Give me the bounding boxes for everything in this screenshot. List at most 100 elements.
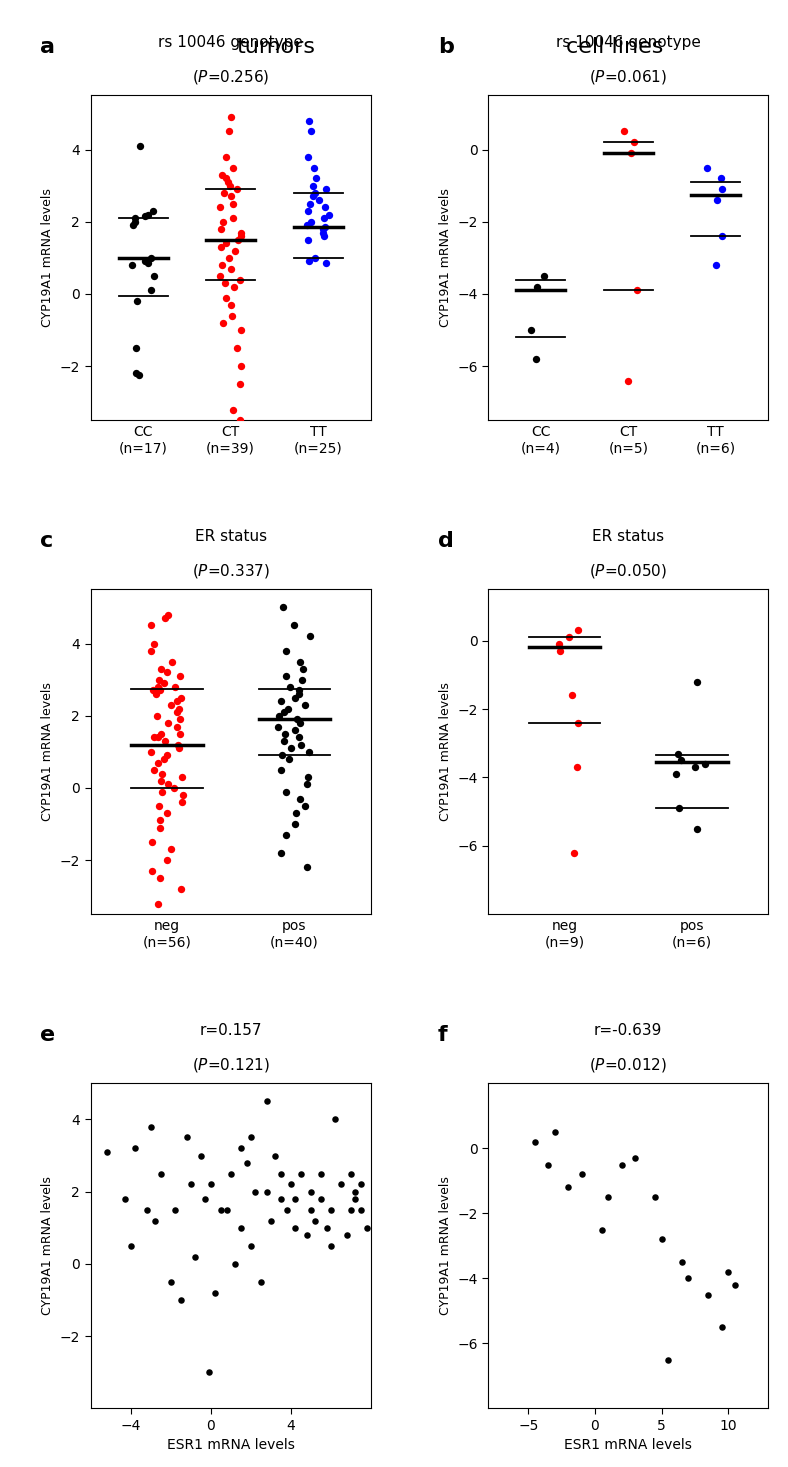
Point	[240, 1152, 253, 1175]
Point	[221, 170, 234, 194]
Point	[715, 167, 727, 191]
Point	[214, 195, 227, 219]
Point	[229, 1253, 241, 1276]
Point	[225, 185, 237, 208]
Point	[625, 141, 637, 164]
Y-axis label: CYP19A1 mRNA levels: CYP19A1 mRNA levels	[439, 682, 452, 822]
Point	[204, 1172, 217, 1196]
Point	[296, 667, 308, 691]
Point	[294, 650, 307, 673]
Text: r=-0.639: r=-0.639	[594, 1022, 663, 1037]
Point	[702, 1282, 715, 1306]
Point	[289, 813, 302, 836]
Point	[280, 823, 292, 846]
Point	[223, 120, 236, 144]
Point	[273, 704, 285, 728]
Text: a: a	[40, 37, 55, 57]
Point	[214, 217, 227, 241]
Point	[151, 704, 163, 728]
Point	[305, 120, 318, 144]
Point	[174, 665, 187, 688]
Point	[530, 274, 543, 298]
Point	[344, 1199, 357, 1222]
Point	[622, 368, 634, 392]
Point	[729, 1273, 742, 1297]
Text: ER status: ER status	[195, 528, 266, 544]
Point	[145, 640, 158, 663]
Point	[318, 224, 331, 248]
Point	[618, 120, 630, 144]
Point	[334, 1172, 347, 1196]
Point	[348, 1179, 361, 1203]
Point	[294, 734, 307, 757]
Point	[284, 675, 296, 698]
Point	[602, 1185, 615, 1209]
Point	[155, 761, 168, 785]
Point	[225, 304, 238, 327]
Point	[154, 867, 166, 890]
Point	[127, 214, 139, 238]
Point	[100, 1140, 113, 1163]
Text: e: e	[40, 1025, 55, 1045]
Point	[530, 348, 543, 371]
Point	[716, 224, 728, 248]
Point	[264, 1209, 277, 1232]
Point	[291, 707, 303, 731]
Point	[130, 289, 143, 312]
Point	[669, 763, 682, 786]
Point	[203, 1360, 215, 1383]
Point	[176, 766, 188, 789]
Point	[360, 1216, 373, 1240]
Point	[284, 736, 297, 760]
Point	[158, 729, 171, 753]
Point	[145, 246, 158, 270]
Point	[310, 167, 322, 191]
Point	[562, 1175, 574, 1199]
Point	[145, 830, 158, 854]
Point	[227, 207, 240, 230]
Point	[317, 217, 329, 241]
Point	[219, 271, 232, 295]
Point	[125, 1234, 137, 1257]
Point	[234, 355, 247, 378]
Text: rs 10046 genotype: rs 10046 genotype	[158, 35, 303, 50]
Point	[148, 1209, 161, 1232]
Point	[235, 318, 247, 342]
Point	[716, 1316, 728, 1339]
Point	[129, 207, 142, 230]
Point	[304, 1179, 317, 1203]
Point	[154, 808, 167, 832]
Point	[144, 1115, 157, 1138]
Point	[302, 227, 314, 251]
Point	[199, 1187, 211, 1210]
Point	[171, 700, 184, 723]
Point	[226, 192, 239, 216]
Point	[225, 1162, 237, 1185]
Point	[227, 156, 240, 179]
Point	[151, 751, 164, 775]
Point	[542, 1153, 555, 1177]
Point	[318, 207, 331, 230]
Point	[309, 180, 322, 204]
Point	[221, 1199, 233, 1222]
Text: r=0.157: r=0.157	[199, 1022, 262, 1037]
Point	[548, 1121, 561, 1144]
Point	[325, 1199, 337, 1222]
Point	[223, 175, 236, 198]
Point	[216, 163, 229, 186]
Point	[148, 758, 161, 782]
Text: tumors: tumors	[236, 37, 315, 57]
Point	[146, 860, 158, 883]
Point	[269, 1144, 281, 1168]
Point	[231, 178, 243, 201]
Point	[234, 409, 247, 433]
Point	[320, 251, 333, 274]
Point	[355, 1172, 367, 1196]
Point	[174, 722, 187, 745]
Point	[299, 794, 311, 817]
Point	[304, 625, 317, 648]
Point	[233, 373, 246, 396]
Point	[307, 185, 319, 208]
Point	[699, 753, 712, 776]
Point	[296, 657, 309, 681]
